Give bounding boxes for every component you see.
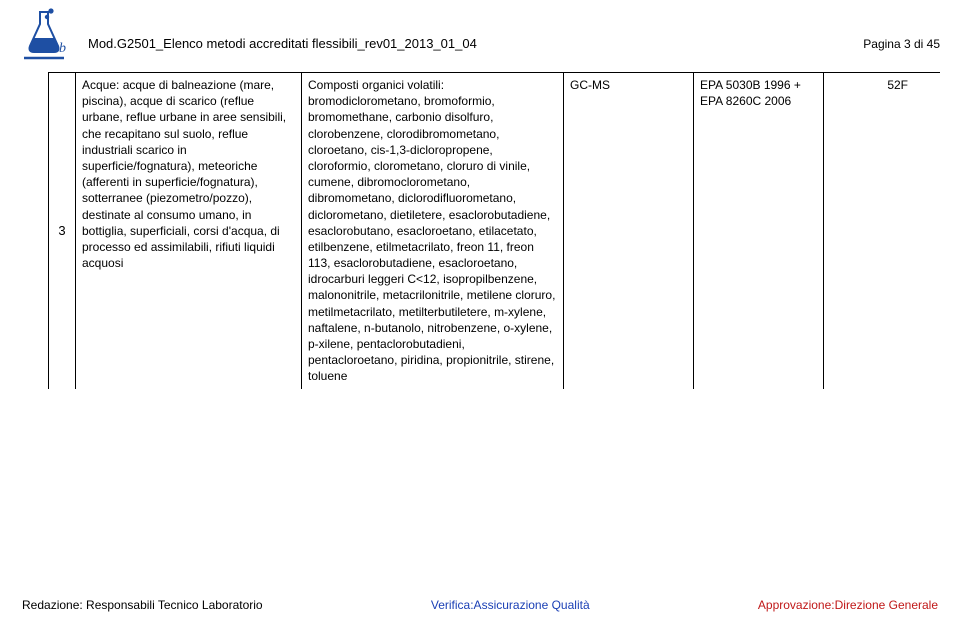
company-logo: ab: [20, 8, 68, 64]
technique-column: GC-MS: [564, 73, 694, 389]
header: ab Mod.G2501_Elenco metodi accreditati f…: [0, 0, 960, 68]
methods-table: 3 Acque: acque di balneazione (mare, pis…: [48, 72, 940, 389]
footer-mid: Verifica:Assicurazione Qualità: [431, 598, 590, 612]
footer-right: Approvazione:Direzione Generale: [758, 598, 938, 612]
document-title: Mod.G2501_Elenco metodi accreditati fles…: [88, 36, 477, 51]
footer-left: Redazione: Responsabili Tecnico Laborato…: [22, 598, 263, 612]
svg-text:ab: ab: [52, 41, 66, 56]
header-text-row: Mod.G2501_Elenco metodi accreditati fles…: [88, 8, 940, 51]
parameter-column: Composti organici volatili: bromodicloro…: [302, 73, 564, 389]
matrix-column: Acque: acque di balneazione (mare, pisci…: [76, 73, 302, 389]
row-index: 3: [48, 73, 76, 389]
method-column: EPA 5030B 1996 + EPA 8260C 2006: [694, 73, 824, 389]
footer: Redazione: Responsabili Tecnico Laborato…: [22, 598, 938, 612]
code-column: 52F: [824, 73, 914, 389]
page-number: Pagina 3 di 45: [863, 37, 940, 51]
